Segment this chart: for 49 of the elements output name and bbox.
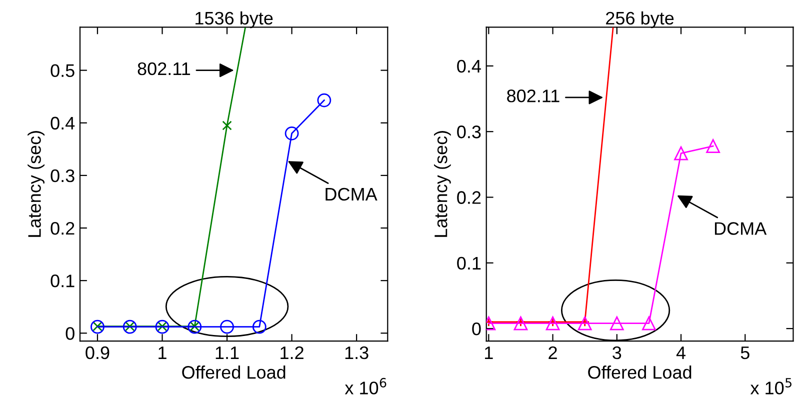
point <box>222 120 232 130</box>
y-tick-label: 0.5 <box>50 64 74 78</box>
x-tick-label: 0.9 <box>86 346 110 360</box>
text: x 10$^{5}$ <box>750 378 792 394</box>
point <box>252 320 266 334</box>
point <box>610 316 624 330</box>
point <box>188 320 202 334</box>
x-axis-title: Offered Load <box>182 366 286 379</box>
point <box>284 126 299 140</box>
y-axis-title: Latency (sec) <box>434 131 451 237</box>
y-tick-label: 0.2 <box>457 191 481 204</box>
annotation: 802.11 <box>138 62 190 76</box>
y-tick-label: 0.3 <box>457 126 481 138</box>
y-tick-label: 0 <box>472 322 481 336</box>
x-tick-label: 1.3 <box>345 346 368 360</box>
point <box>642 316 656 330</box>
point <box>546 316 560 330</box>
chart-title: 256 byte <box>606 11 674 28</box>
chart-title: 1536 byte <box>196 11 273 28</box>
annotation: 802.11 <box>507 90 560 102</box>
point <box>122 320 137 334</box>
point <box>706 139 720 153</box>
x-tick-label: 1 <box>485 346 493 359</box>
x-tick-label: 5 <box>740 346 750 360</box>
y-axis-title: Latency (sec) <box>28 131 44 237</box>
point <box>674 146 688 160</box>
x-tick-label: 1.1 <box>216 346 239 359</box>
point <box>155 320 170 334</box>
y-tick-label: 0.2 <box>50 222 74 235</box>
annotation: DCMA <box>326 188 378 201</box>
x-tick-label: 2 <box>548 346 557 359</box>
point <box>220 320 234 334</box>
annotation: DCMA <box>714 222 767 235</box>
point <box>317 93 332 108</box>
x-tick-label: 4 <box>676 346 686 359</box>
x-tick-label: 3 <box>612 346 622 360</box>
text: x 10$^{6}$ <box>344 378 386 394</box>
y-tick-label: 0.4 <box>50 116 75 130</box>
y-tick-label: 0.1 <box>457 256 481 270</box>
point <box>514 316 528 330</box>
point <box>90 320 104 334</box>
x-tick-label: 1.2 <box>280 346 304 359</box>
y-tick-label: 0 <box>66 327 74 340</box>
point <box>578 316 592 330</box>
x-tick-label: 1 <box>158 346 166 359</box>
y-tick-label: 0.4 <box>457 60 481 73</box>
x-axis-title: Offered Load <box>588 366 692 379</box>
y-tick-label: 0.3 <box>50 169 74 182</box>
y-tick-label: 0.1 <box>50 274 74 288</box>
